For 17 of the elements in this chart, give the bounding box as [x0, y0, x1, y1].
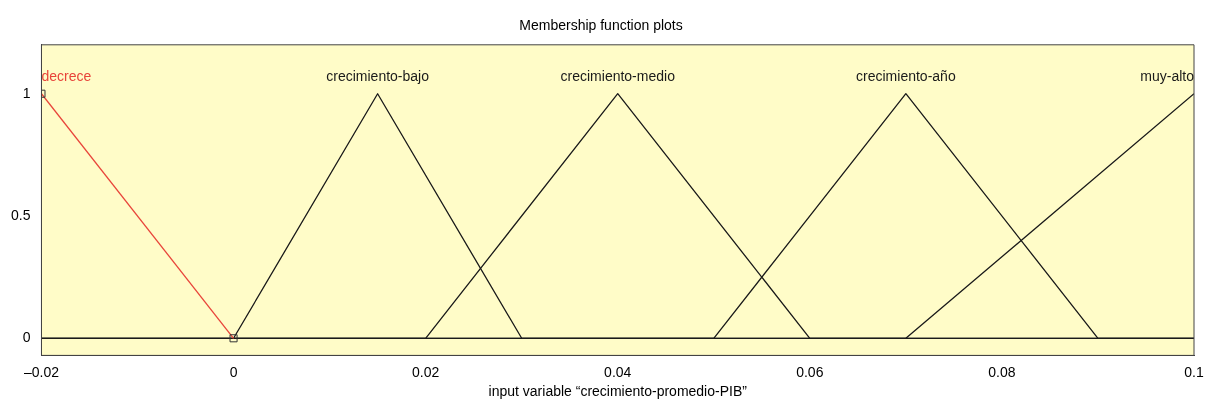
- y-tick-label: 0: [22, 329, 31, 346]
- x-tick-label: –0.02: [23, 363, 60, 380]
- series-label: crecimiento-año: [856, 67, 956, 84]
- series-label: decrece: [41, 67, 92, 84]
- series-label: muy-alto: [1140, 67, 1195, 84]
- x-axis-title: input variable “crecimiento-promedio-PIB”: [488, 383, 748, 400]
- y-tick-label: 0.5: [10, 206, 31, 223]
- x-tick-label: 0: [229, 363, 238, 380]
- chart-title: Membership function plots: [519, 17, 683, 34]
- series-label: crecimiento-medio: [560, 67, 676, 84]
- x-tick-label: 0.02: [412, 363, 440, 380]
- x-tick-label: 0.04: [604, 363, 632, 380]
- series-label: crecimiento-bajo: [326, 67, 430, 84]
- y-tick-label: 1: [22, 84, 31, 101]
- x-tick-label: 0.06: [796, 363, 824, 380]
- x-tick-label: 0.08: [988, 363, 1016, 380]
- x-tick-label: 0.1: [1184, 363, 1204, 380]
